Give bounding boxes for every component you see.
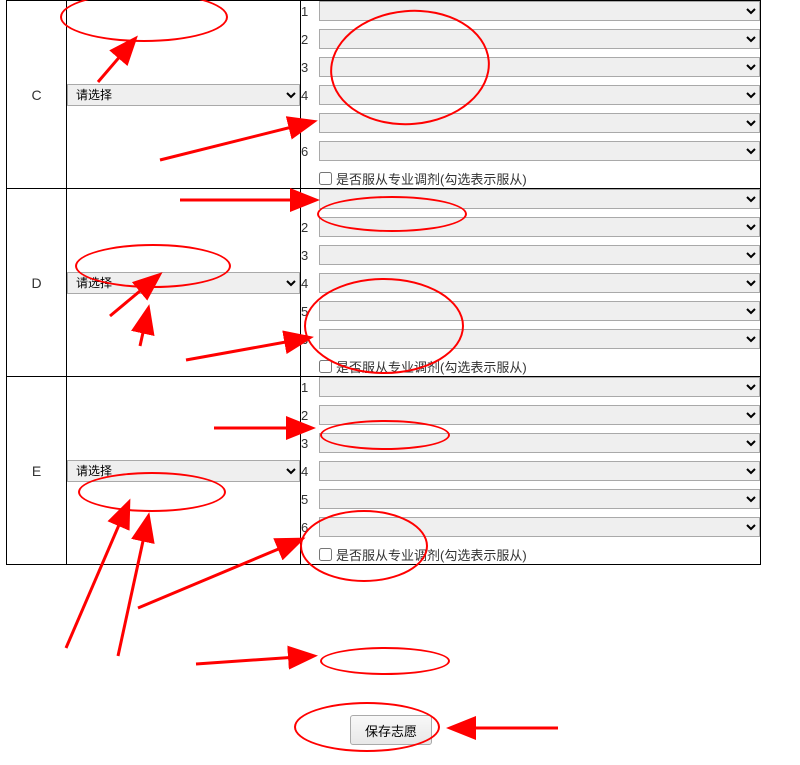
save-button[interactable]: 保存志愿 [350,715,432,745]
section-label: D [7,189,67,377]
option-row: 2 [301,405,760,425]
obey-checkbox-label: 是否服从专业调剂(勾选表示服从) [336,545,527,564]
option-row: 2 [301,29,760,49]
option-row: 1 [301,1,760,21]
option-number: 3 [301,60,319,75]
obey-checkbox-row: 是否服从专业调剂(勾选表示服从) [301,169,760,188]
main-select[interactable]: 请选择 [67,272,300,294]
section-label: E [7,377,67,565]
option-row: 6 [301,517,760,537]
option-select[interactable] [319,517,760,537]
option-row: 4 [301,273,760,293]
option-number: 6 [301,332,319,347]
option-number: 1 [301,4,319,19]
option-select[interactable] [319,217,760,237]
option-select[interactable] [319,1,760,21]
option-number: 2 [301,32,319,47]
obey-checkbox[interactable] [319,172,332,185]
option-select[interactable] [319,57,760,77]
option-select[interactable] [319,461,760,481]
main-select[interactable]: 请选择 [67,84,300,106]
option-row: 1 [301,189,760,209]
section-label: C [7,1,67,189]
option-select[interactable] [319,113,760,133]
obey-checkbox-label: 是否服从专业调剂(勾选表示服从) [336,169,527,188]
option-row: 3 [301,245,760,265]
obey-checkbox-label: 是否服从专业调剂(勾选表示服从) [336,357,527,376]
option-select[interactable] [319,301,760,321]
obey-checkbox[interactable] [319,548,332,561]
obey-checkbox-row: 是否服从专业调剂(勾选表示服从) [301,545,760,564]
option-number: 4 [301,276,319,291]
option-select[interactable] [319,189,760,209]
option-row: 1 [301,377,760,397]
obey-checkbox-row: 是否服从专业调剂(勾选表示服从) [301,357,760,376]
option-row: 3 [301,57,760,77]
option-number: 1 [301,192,319,207]
option-number: 2 [301,220,319,235]
option-row: 5 [301,301,760,321]
annotation-ellipse [320,647,450,675]
option-number: 4 [301,464,319,479]
option-select[interactable] [319,329,760,349]
option-number: 4 [301,88,319,103]
option-number: 6 [301,144,319,159]
option-select[interactable] [319,245,760,265]
option-row: 4 [301,461,760,481]
option-select[interactable] [319,29,760,49]
section-options-cell: 1 2 3 4 5 6 是否服从专业调剂(勾选表示服从) [301,189,761,377]
option-select[interactable] [319,405,760,425]
option-number: 6 [301,520,319,535]
option-row: 5 [301,489,760,509]
option-select[interactable] [319,141,760,161]
option-row: 2 [301,217,760,237]
option-number: 5 [301,116,319,131]
option-row: 6 [301,329,760,349]
section-main-select-cell: 请选择 [67,377,301,565]
option-row: 4 [301,85,760,105]
option-row: 3 [301,433,760,453]
main-select[interactable]: 请选择 [67,460,300,482]
option-select[interactable] [319,433,760,453]
option-select[interactable] [319,85,760,105]
option-number: 5 [301,304,319,319]
obey-checkbox[interactable] [319,360,332,373]
volunteer-table: C请选择123456是否服从专业调剂(勾选表示服从)D请选择123456是否服从… [6,0,761,565]
page-container: C请选择123456是否服从专业调剂(勾选表示服从)D请选择123456是否服从… [0,0,800,765]
option-row: 5 [301,113,760,133]
section-options-cell: 1 2 3 4 5 6 是否服从专业调剂(勾选表示服从) [301,377,761,565]
option-number: 1 [301,380,319,395]
section-main-select-cell: 请选择 [67,189,301,377]
option-select[interactable] [319,489,760,509]
option-select[interactable] [319,273,760,293]
option-number: 3 [301,248,319,263]
option-number: 3 [301,436,319,451]
section-options-cell: 1 2 3 4 5 6 是否服从专业调剂(勾选表示服从) [301,1,761,189]
option-select[interactable] [319,377,760,397]
option-row: 6 [301,141,760,161]
option-number: 2 [301,408,319,423]
option-number: 5 [301,492,319,507]
section-main-select-cell: 请选择 [67,1,301,189]
